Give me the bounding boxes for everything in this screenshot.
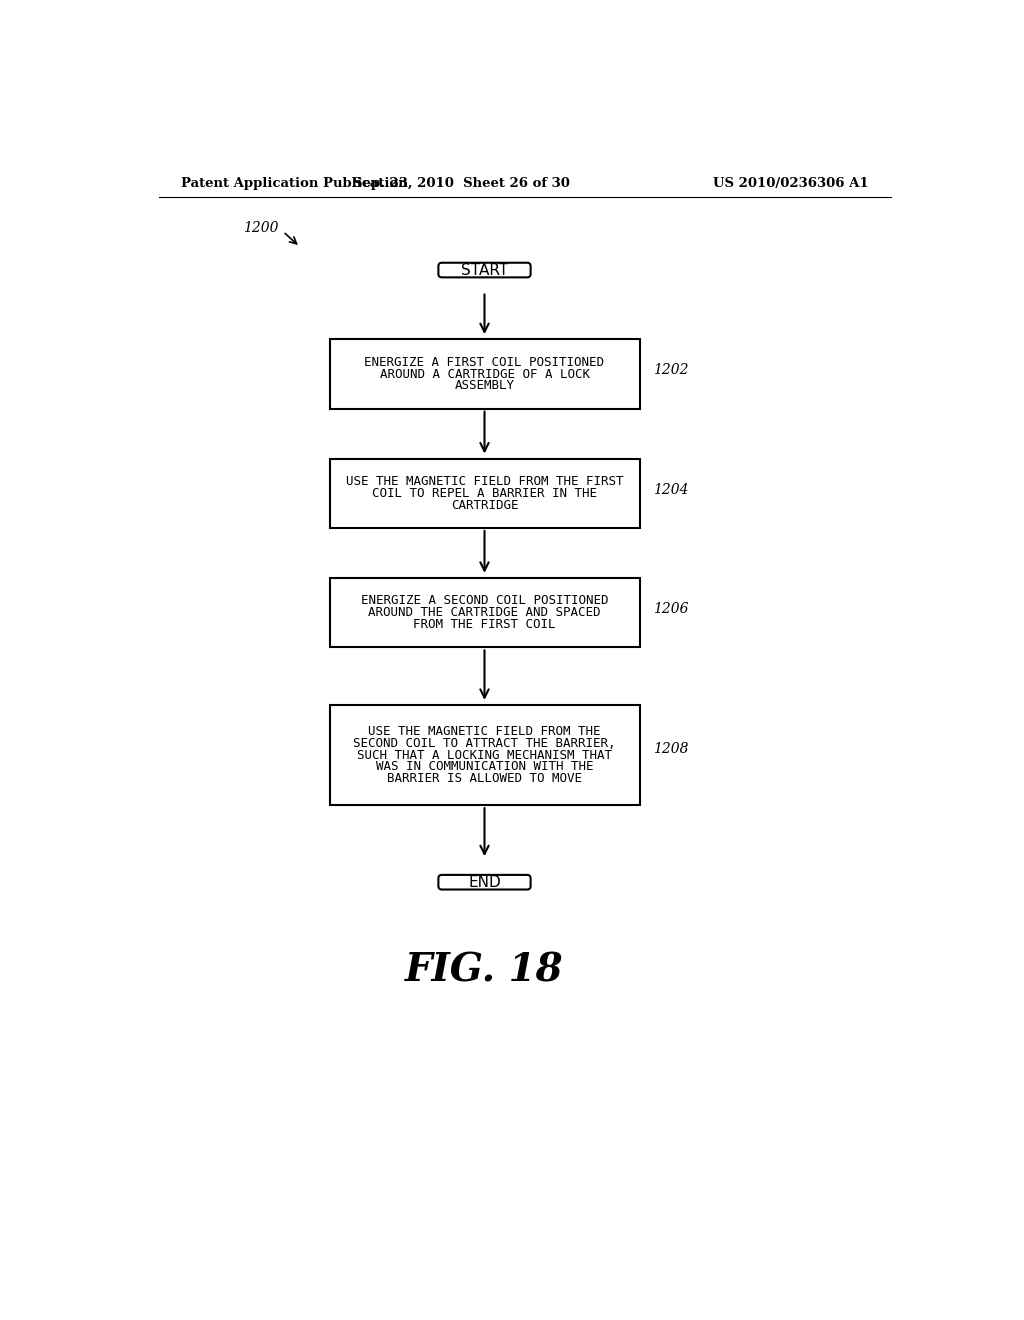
FancyBboxPatch shape <box>438 263 530 277</box>
Text: ENERGIZE A SECOND COIL POSITIONED: ENERGIZE A SECOND COIL POSITIONED <box>360 594 608 607</box>
Text: SUCH THAT A LOCKING MECHANISM THAT: SUCH THAT A LOCKING MECHANISM THAT <box>357 748 612 762</box>
Text: USE THE MAGNETIC FIELD FROM THE FIRST: USE THE MAGNETIC FIELD FROM THE FIRST <box>346 475 624 488</box>
Text: FIG. 18: FIG. 18 <box>406 952 564 990</box>
Text: 1208: 1208 <box>653 742 689 756</box>
Bar <box>330 459 640 528</box>
Text: 1200: 1200 <box>243 220 279 235</box>
Bar <box>330 339 640 409</box>
Text: SECOND COIL TO ATTRACT THE BARRIER,: SECOND COIL TO ATTRACT THE BARRIER, <box>353 737 615 750</box>
Text: ASSEMBLY: ASSEMBLY <box>455 379 514 392</box>
Text: BARRIER IS ALLOWED TO MOVE: BARRIER IS ALLOWED TO MOVE <box>387 772 582 785</box>
Text: WAS IN COMMUNICATION WITH THE: WAS IN COMMUNICATION WITH THE <box>376 760 593 774</box>
FancyBboxPatch shape <box>438 875 530 890</box>
Text: 1202: 1202 <box>653 363 689 378</box>
Text: 1204: 1204 <box>653 483 689 496</box>
Text: ENERGIZE A FIRST COIL POSITIONED: ENERGIZE A FIRST COIL POSITIONED <box>365 355 604 368</box>
Text: USE THE MAGNETIC FIELD FROM THE: USE THE MAGNETIC FIELD FROM THE <box>369 725 601 738</box>
Text: FROM THE FIRST COIL: FROM THE FIRST COIL <box>414 618 556 631</box>
Text: END: END <box>468 875 501 890</box>
Text: Patent Application Publication: Patent Application Publication <box>180 177 408 190</box>
Text: 1206: 1206 <box>653 602 689 616</box>
Text: AROUND THE CARTRIDGE AND SPACED: AROUND THE CARTRIDGE AND SPACED <box>369 606 601 619</box>
Text: COIL TO REPEL A BARRIER IN THE: COIL TO REPEL A BARRIER IN THE <box>372 487 597 500</box>
Text: AROUND A CARTRIDGE OF A LOCK: AROUND A CARTRIDGE OF A LOCK <box>380 367 590 380</box>
Bar <box>330 578 640 647</box>
Text: START: START <box>461 263 508 277</box>
Text: US 2010/0236306 A1: US 2010/0236306 A1 <box>713 177 868 190</box>
Text: Sep. 23, 2010  Sheet 26 of 30: Sep. 23, 2010 Sheet 26 of 30 <box>353 177 569 190</box>
Bar <box>330 705 640 805</box>
Text: CARTRIDGE: CARTRIDGE <box>451 499 518 512</box>
